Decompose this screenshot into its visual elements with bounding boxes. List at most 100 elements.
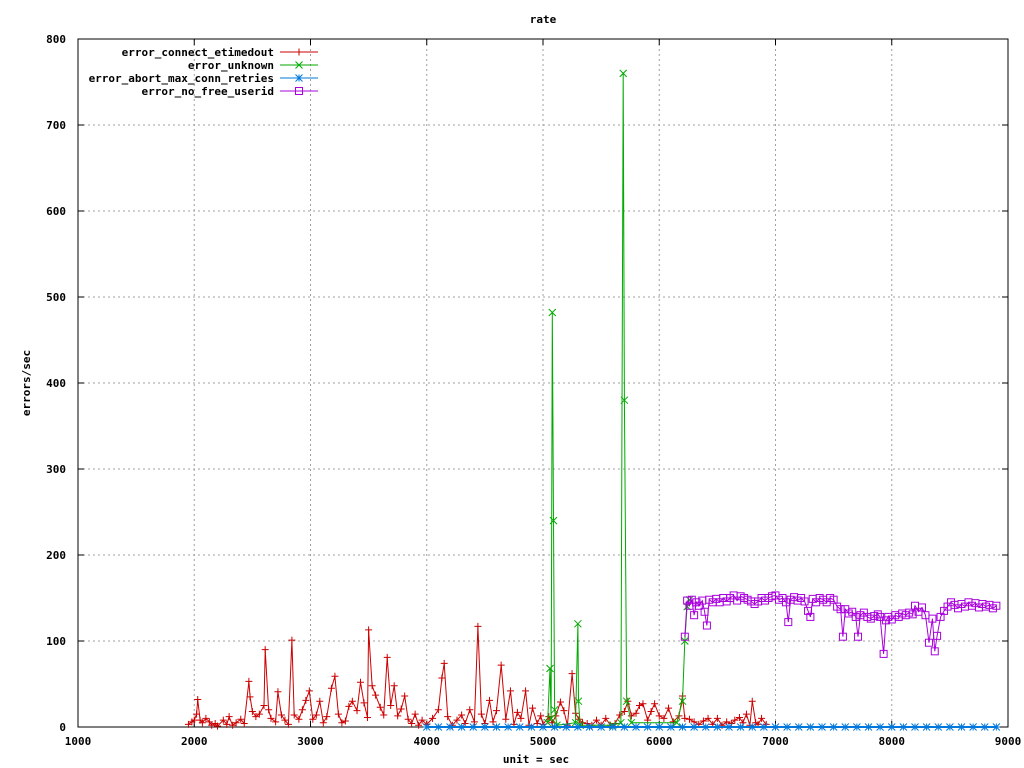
data-point — [690, 611, 699, 620]
data-point — [383, 653, 391, 661]
data-point — [804, 606, 813, 615]
y-tick-label: 400 — [46, 377, 66, 390]
data-point — [341, 717, 349, 725]
data-point — [735, 714, 743, 722]
data-point — [568, 670, 576, 678]
data-point — [873, 610, 882, 619]
data-point — [680, 632, 689, 641]
data-point — [602, 714, 610, 722]
data-point — [380, 711, 388, 719]
data-point — [887, 723, 896, 731]
data-point — [219, 716, 227, 724]
data-point — [446, 723, 454, 731]
data-point — [549, 516, 558, 525]
data-point — [489, 718, 497, 726]
data-point — [429, 714, 437, 722]
legend-item: error_unknown — [188, 59, 318, 72]
data-point — [851, 612, 860, 621]
data-point — [546, 664, 554, 673]
data-point — [933, 631, 942, 640]
data-point — [574, 619, 582, 628]
data-point — [969, 723, 977, 731]
series-error-connect-etimedout — [184, 622, 770, 730]
data-point — [690, 723, 698, 731]
data-point — [522, 687, 530, 695]
data-point — [619, 69, 628, 78]
data-point — [608, 723, 617, 731]
data-point — [272, 718, 280, 726]
data-point — [908, 610, 917, 619]
data-point — [281, 716, 289, 724]
data-point — [394, 712, 402, 720]
data-point — [198, 719, 206, 727]
data-point — [517, 714, 525, 722]
data-point — [635, 702, 643, 709]
grid — [78, 39, 1008, 727]
data-point — [319, 719, 327, 727]
data-point — [574, 723, 582, 731]
y-tick-label: 500 — [46, 291, 66, 304]
x-tick-label: 3000 — [297, 735, 324, 748]
data-point — [458, 711, 466, 719]
series-error-no-free-userid — [680, 591, 1001, 658]
y-tick-label: 0 — [59, 721, 66, 734]
data-point — [434, 706, 442, 714]
legend-item: error_abort_max_conn_retries — [89, 72, 318, 85]
data-point — [470, 718, 478, 726]
ticks: 1000 2000 3000 4000 5000 6000 7000 8000 9000 0 100… — [46, 33, 1021, 748]
data-point — [853, 723, 861, 731]
data-point — [260, 702, 268, 709]
data-point — [214, 722, 221, 730]
data-point — [980, 723, 989, 731]
data-point — [620, 723, 629, 731]
x-axis-label: unit = sec — [503, 753, 569, 766]
y-tick-label: 200 — [46, 549, 66, 562]
data-point — [225, 713, 233, 721]
legend-label: error_abort_max_conn_retries — [89, 72, 274, 85]
data-point — [295, 48, 303, 56]
data-point — [911, 723, 919, 731]
data-point — [924, 638, 933, 647]
data-point — [265, 706, 273, 714]
data-point — [245, 677, 253, 685]
data-point — [548, 308, 557, 317]
data-point — [560, 707, 568, 715]
data-point — [876, 723, 884, 731]
data-point — [356, 678, 364, 686]
data-point — [312, 711, 320, 719]
data-point — [806, 612, 815, 621]
data-point — [678, 697, 687, 706]
data-point — [274, 688, 282, 696]
data-point — [713, 714, 721, 722]
data-point — [639, 700, 647, 708]
data-point — [574, 697, 583, 706]
data-point — [305, 687, 313, 695]
data-point — [800, 597, 809, 606]
data-point — [748, 697, 756, 705]
data-point — [469, 723, 478, 731]
data-point — [784, 618, 793, 627]
data-point — [704, 714, 712, 722]
data-point — [748, 723, 757, 731]
data-point — [418, 716, 426, 724]
data-point — [655, 723, 664, 731]
data-point — [683, 596, 692, 605]
data-point — [527, 723, 536, 731]
x-tick-label: 1000 — [65, 735, 92, 748]
data-point — [771, 723, 780, 731]
data-point — [632, 723, 640, 731]
data-point — [946, 723, 954, 731]
data-point — [295, 61, 303, 69]
data-point — [360, 699, 368, 707]
data-point — [515, 723, 524, 731]
data-point — [401, 692, 409, 700]
data-point — [680, 637, 689, 645]
data-point — [434, 723, 443, 731]
y-tick-label: 300 — [46, 463, 66, 476]
series-layer — [184, 69, 1001, 731]
data-point — [562, 723, 571, 731]
data-point — [928, 614, 937, 623]
data-point — [202, 714, 210, 722]
data-point — [836, 605, 845, 614]
data-point — [879, 649, 888, 658]
